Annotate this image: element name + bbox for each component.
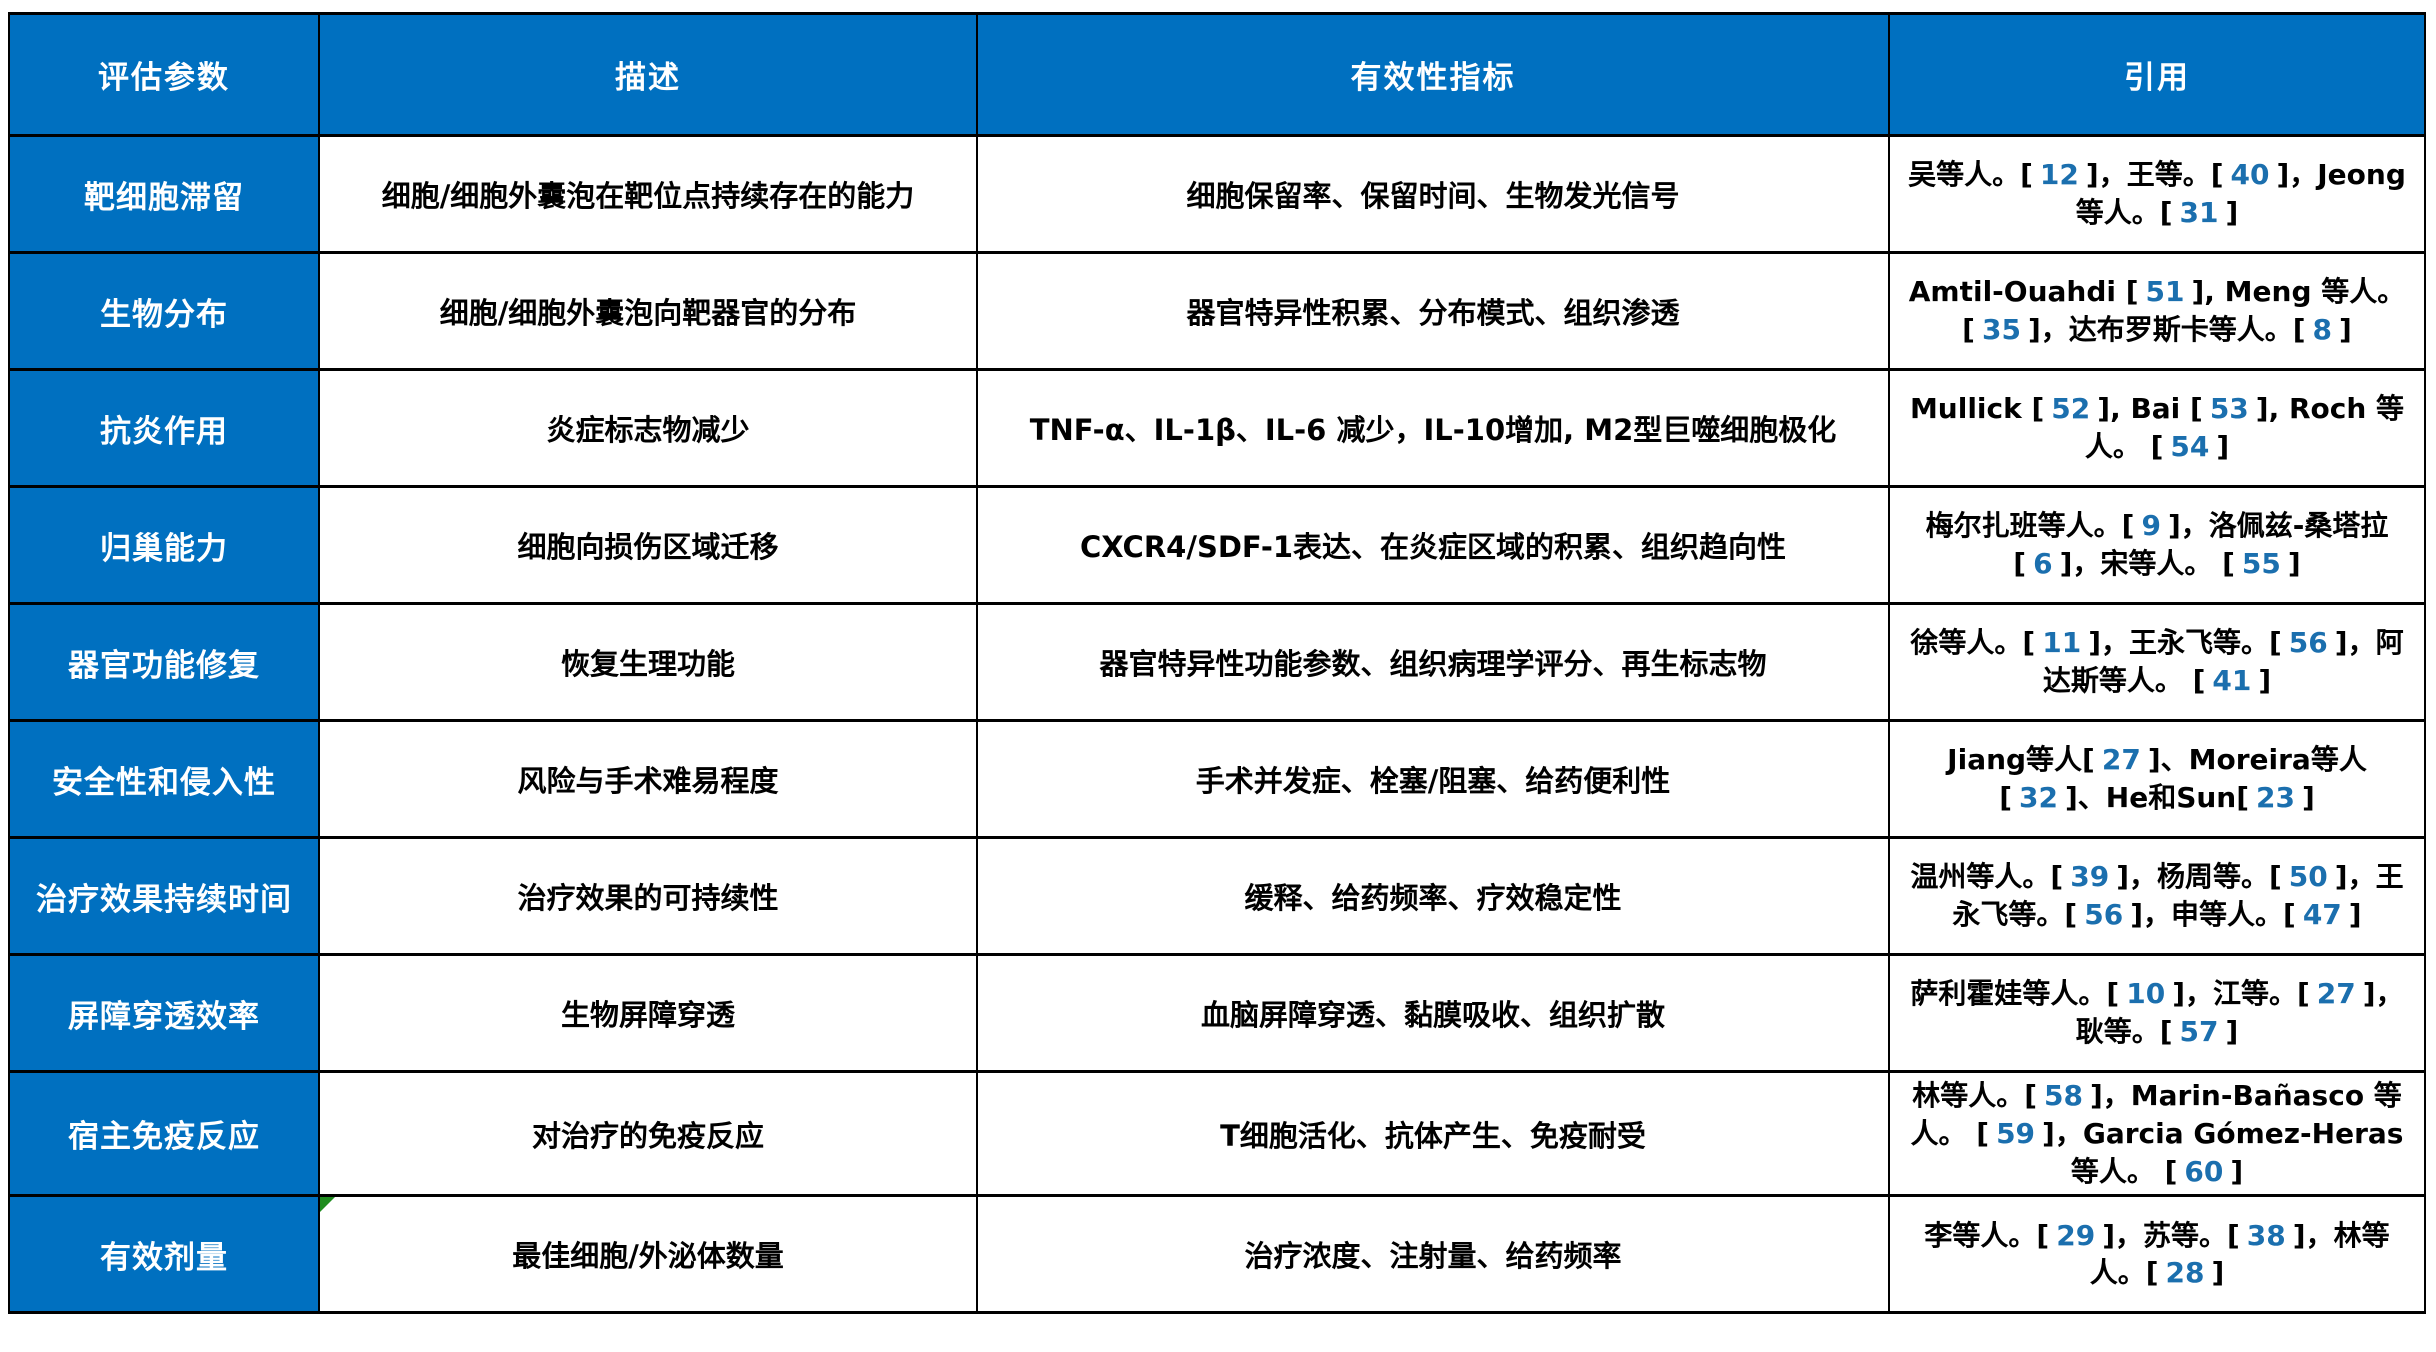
indicators-cell: T细胞活化、抗体产生、免疫耐受 <box>976 1069 1890 1198</box>
description-cell: 炎症标志物减少 <box>318 368 978 488</box>
description-cell: 细胞/细胞外囊泡向靶器官的分布 <box>318 251 978 371</box>
table-row: 归巢能力 细胞向损伤区域迁移 CXCR4/SDF-1表达、在炎症区域的积累、组织… <box>8 485 2426 605</box>
citation-ref[interactable]: 41 <box>2212 664 2252 697</box>
citation-ref[interactable]: 10 <box>2126 977 2166 1011</box>
citation-ref[interactable]: 39 <box>2070 860 2110 894</box>
citation-ref[interactable]: 40 <box>2230 158 2270 192</box>
indicators-cell: 器官特异性功能参数、组织病理学评分、再生标志物 <box>976 602 1890 722</box>
parameter-cell: 安全性和侵入性 <box>8 719 320 839</box>
citation-cell: Amtil-Ouahdi [51], Meng 等人。[35]，达布罗斯卡等人。… <box>1888 251 2426 371</box>
parameter-cell: 生物分布 <box>8 251 320 371</box>
citation-ref[interactable]: 32 <box>2019 781 2058 814</box>
indicators-cell: 缓释、给药频率、疗效稳定性 <box>976 836 1890 956</box>
table-row: 有效剂量 最佳细胞/外泌体数量 治疗浓度、注射量、给药频率 李等人。[29]，苏… <box>8 1194 2426 1315</box>
description-cell: 对治疗的免疫反应 <box>318 1069 978 1198</box>
citation-cell: 李等人。[29]，苏等。[38]，林等人。[28] <box>1888 1194 2426 1315</box>
indicators-cell: 血脑屏障穿透、黏膜吸收、组织扩散 <box>976 953 1890 1073</box>
table-row: 靶细胞滞留 细胞/细胞外囊泡在靶位点持续存在的能力 细胞保留率、保留时间、生物发… <box>8 134 2426 254</box>
citation-ref[interactable]: 29 <box>2056 1218 2096 1252</box>
citation-cell: 林等人。[58]，Marin-Bañasco 等人。 [59]，Garcia G… <box>1888 1069 2426 1198</box>
citation-ref[interactable]: 58 <box>2044 1079 2083 1112</box>
citation-cell: 萨利霍娃等人。[10]，江等。[27]，耿等。[57] <box>1888 953 2426 1073</box>
evaluation-parameters-table: 评估参数 描述 有效性指标 引用 靶细胞滞留 细胞/细胞外囊泡在靶位点持续存在的… <box>8 12 2426 1315</box>
table-row: 治疗效果持续时间 治疗效果的可持续性 缓释、给药频率、疗效稳定性 温州等人。[3… <box>8 836 2426 956</box>
indicators-cell: 治疗浓度、注射量、给药频率 <box>976 1194 1890 1315</box>
table-header-row: 评估参数 描述 有效性指标 引用 <box>8 12 2426 137</box>
citation-ref[interactable]: 59 <box>1996 1116 2036 1150</box>
parameter-cell: 屏障穿透效率 <box>8 953 320 1073</box>
column-header-indicators: 有效性指标 <box>976 12 1890 137</box>
citation-ref[interactable]: 52 <box>2051 392 2091 426</box>
citation-ref[interactable]: 54 <box>2170 430 2210 463</box>
citation-cell: Jiang等人[27]、Moreira等人[32]、He和Sun[23] <box>1888 719 2426 839</box>
parameter-cell: 宿主免疫反应 <box>8 1069 320 1198</box>
description-cell: 生物屏障穿透 <box>318 953 978 1073</box>
citation-ref[interactable]: 60 <box>2184 1154 2224 1188</box>
table-row: 生物分布 细胞/细胞外囊泡向靶器官的分布 器官特异性积累、分布模式、组织渗透 A… <box>8 251 2426 371</box>
column-header-parameter: 评估参数 <box>8 12 320 137</box>
citation-ref[interactable]: 6 <box>2033 547 2053 580</box>
table-row: 屏障穿透效率 生物屏障穿透 血脑屏障穿透、黏膜吸收、组织扩散 萨利霍娃等人。[1… <box>8 953 2426 1073</box>
citation-ref[interactable]: 38 <box>2246 1218 2286 1252</box>
table-row: 安全性和侵入性 风险与手术难易程度 手术并发症、栓塞/阻塞、给药便利性 Jian… <box>8 719 2426 839</box>
indicators-cell: CXCR4/SDF-1表达、在炎症区域的积累、组织趋向性 <box>976 485 1890 605</box>
citation-cell: 温州等人。[39]，杨周等。[50]，王永飞等。[56]，申等人。[47] <box>1888 836 2426 956</box>
citation-ref[interactable]: 47 <box>2302 898 2342 931</box>
description-cell: 风险与手术难易程度 <box>318 719 978 839</box>
indicators-cell: 器官特异性积累、分布模式、组织渗透 <box>976 251 1890 371</box>
citation-cell: 吴等人。[12]，王等。[40]，Jeong 等人。[31] <box>1888 134 2426 254</box>
table-row: 抗炎作用 炎症标志物减少 TNF-α、IL-1β、IL-6 减少，IL-10增加… <box>8 368 2426 488</box>
table-row: 宿主免疫反应 对治疗的免疫反应 T细胞活化、抗体产生、免疫耐受 林等人。[58]… <box>8 1069 2426 1198</box>
cell-comment-marker-icon <box>321 1198 335 1213</box>
citation-ref[interactable]: 12 <box>2039 158 2079 192</box>
parameter-cell: 归巢能力 <box>8 485 320 605</box>
description-cell: 最佳细胞/外泌体数量 <box>318 1194 978 1315</box>
table-row: 器官功能修复 恢复生理功能 器官特异性功能参数、组织病理学评分、再生标志物 徐等… <box>8 602 2426 722</box>
citation-ref[interactable]: 27 <box>2101 743 2141 777</box>
citation-ref[interactable]: 55 <box>2241 547 2281 580</box>
citation-cell: 梅尔扎班等人。[9]，洛佩兹-桑塔拉[6]，宋等人。 [55] <box>1888 485 2426 605</box>
indicators-cell: 细胞保留率、保留时间、生物发光信号 <box>976 134 1890 254</box>
description-cell: 治疗效果的可持续性 <box>318 836 978 956</box>
description-text: 最佳细胞/外泌体数量 <box>512 1239 784 1274</box>
citation-cell: Mullick [52], Bai [53], Roch 等人。 [54] <box>1888 368 2426 488</box>
citation-ref[interactable]: 8 <box>2312 313 2333 346</box>
citation-ref[interactable]: 23 <box>2256 781 2295 814</box>
citation-ref[interactable]: 9 <box>2141 509 2161 543</box>
description-cell: 细胞/细胞外囊泡在靶位点持续存在的能力 <box>318 134 978 254</box>
citation-ref[interactable]: 57 <box>2179 1015 2219 1048</box>
citation-ref[interactable]: 56 <box>2288 626 2328 660</box>
indicators-cell: TNF-α、IL-1β、IL-6 减少，IL-10增加, M2型巨噬细胞极化 <box>976 368 1890 488</box>
parameter-cell: 器官功能修复 <box>8 602 320 722</box>
column-header-description: 描述 <box>318 12 978 137</box>
citation-ref[interactable]: 56 <box>2084 898 2124 931</box>
citation-cell: 徐等人。[11]，王永飞等。[56]，阿达斯等人。 [41] <box>1888 602 2426 722</box>
citation-ref[interactable]: 53 <box>2209 392 2249 426</box>
citation-ref[interactable]: 27 <box>2316 977 2356 1011</box>
description-cell: 细胞向损伤区域迁移 <box>318 485 978 605</box>
description-cell: 恢复生理功能 <box>318 602 978 722</box>
parameter-cell: 治疗效果持续时间 <box>8 836 320 956</box>
citation-ref[interactable]: 28 <box>2165 1256 2205 1290</box>
citation-ref[interactable]: 35 <box>1981 313 2021 346</box>
indicators-cell: 手术并发症、栓塞/阻塞、给药便利性 <box>976 719 1890 839</box>
citation-ref[interactable]: 50 <box>2288 860 2328 894</box>
parameter-cell: 抗炎作用 <box>8 368 320 488</box>
citation-ref[interactable]: 31 <box>2179 196 2219 229</box>
column-header-citation: 引用 <box>1888 12 2426 137</box>
citation-ref[interactable]: 51 <box>2145 275 2185 309</box>
parameter-cell: 有效剂量 <box>8 1194 320 1315</box>
parameter-cell: 靶细胞滞留 <box>8 134 320 254</box>
citation-ref[interactable]: 11 <box>2042 626 2082 660</box>
